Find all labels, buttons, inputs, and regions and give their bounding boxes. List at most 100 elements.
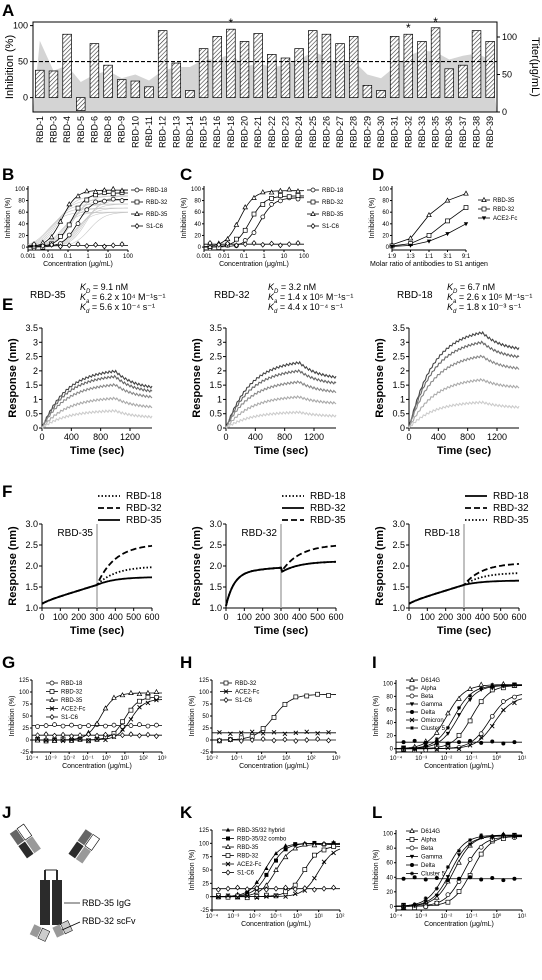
xtick-label-2: 10⁻²: [249, 914, 261, 920]
xtick-label-4: 10: [105, 254, 112, 260]
legend-label-RBD-18: RBD-18: [146, 188, 168, 194]
trace-1: [225, 368, 337, 428]
point-Delta-6: [468, 738, 473, 743]
xtick-RBD-25: RBD-25: [308, 116, 318, 148]
point-RBD-18-8: [103, 723, 108, 729]
legend-label-Alpha: Alpha: [421, 838, 437, 844]
xtick-label-100: 100: [237, 612, 252, 622]
point-Beta-7: [478, 731, 484, 737]
point-Delta-9: [501, 741, 506, 746]
legend-marker-RBD-35: [49, 696, 55, 702]
fab-arm-left-light-2: [16, 823, 33, 841]
panel-letter-d: D: [372, 165, 384, 184]
xtick-RBD-38: RBD-38: [472, 116, 482, 148]
xtick-RBD-24: RBD-24: [294, 116, 304, 148]
ytick-label-75: 75: [202, 855, 209, 861]
point-Beta-7: [478, 844, 484, 850]
point-RBD-35-8: [277, 187, 284, 193]
ytick-label-0.5: 0.5: [25, 409, 38, 419]
point-S1-C6-1: [43, 731, 49, 738]
kinetic-sub-2: d: [274, 309, 278, 315]
fab-arm-right-heavy-2: [77, 829, 93, 846]
trace-3: [225, 395, 337, 429]
series-Alpha: [395, 833, 523, 911]
bar-RBD-33: [417, 41, 427, 98]
x-axis-label: Time (sec): [437, 445, 492, 457]
ytick-label-40: 40: [386, 875, 393, 881]
x-axis-label: Molar ratio of antibodies to S1 antigen: [370, 261, 488, 268]
point-Gamma-5: [456, 853, 462, 858]
panel-E3: 0 400 800 1200 0 0.5 1 1.5 2 2.5 3 3.5 Time (sec) Res…: [374, 282, 532, 457]
x-axis-label: Concentration (μg/mL): [43, 261, 113, 268]
series-S1-C6: [212, 884, 340, 893]
panels-jkl: RBD-35 IgG RBD-32 scFv 10⁻⁴ 10⁻³ 10⁻² 10⁻¹ 10⁰…: [9, 823, 526, 942]
y-axis-label: Inhibition (%): [5, 198, 12, 239]
ytick-label-50: 50: [18, 57, 28, 67]
legend-label-ACE2-Fc: ACE2-Fc: [237, 862, 261, 868]
panel-letter-i: I: [372, 653, 377, 672]
ytick-label-1: 1.0: [392, 603, 405, 613]
xtick-label-2: 10⁻²: [440, 914, 452, 920]
xtick-label-2: 10⁻²: [440, 756, 452, 762]
point-Omicron-3: [434, 746, 440, 752]
legend-label-RBD-32: RBD-32: [126, 503, 162, 514]
bar-RBD-36: [444, 68, 454, 98]
xtick-label-5: 100: [123, 254, 134, 260]
bar-RBD-14: [185, 90, 195, 98]
point-RBD-18-12: [137, 722, 142, 727]
point-RBD-35-2: [426, 211, 432, 218]
point-S1-C6-4: [66, 242, 72, 249]
legend-marker-RBD-35/32 hybrid: [225, 827, 231, 832]
point-RBD-18-5: [75, 221, 81, 226]
kinetic-sub-2: d: [453, 309, 457, 315]
kinetic-value-0: = 6.7 nM: [457, 282, 495, 292]
series-D614G: [395, 831, 523, 910]
point-ACE2-Fc-0: [389, 244, 395, 249]
xtick-label-0: 10⁻²: [206, 756, 218, 762]
ytick-label-3.5: 3.5: [25, 323, 38, 333]
ytick-label-50: 50: [22, 714, 29, 720]
point-Alpha-5: [456, 732, 462, 738]
bar-RBD-30: [376, 90, 386, 98]
kinetic-value-1: = 1.4 x 10⁵ M⁻¹s⁻¹: [277, 292, 353, 302]
ytick-label-3: 3: [217, 337, 222, 347]
point-Cluster 5-10: [512, 682, 517, 687]
legend-marker-S1-C6: [225, 869, 231, 876]
scfv-left-vl: [37, 927, 51, 942]
xtick-label-0: 10⁻⁴: [390, 913, 403, 920]
kinetic-line-1: Ka = 1.4 x 10⁵ M⁻¹s⁻¹: [268, 292, 353, 305]
legend-label-S1-C6: S1-C6: [146, 224, 164, 230]
point-ACE2-Fc-6: [273, 893, 279, 898]
point-RBD-35-8: [292, 845, 298, 851]
legend-label-D614G: D614G: [421, 829, 440, 835]
point-Delta-8: [490, 876, 495, 880]
xtick-label-1: 0.01: [42, 254, 54, 260]
kinetic-value-2: = 5.6 x 10⁻⁴ s⁻¹: [89, 302, 155, 312]
point-RBD-18-6: [86, 723, 91, 728]
ytick-label-2.5: 2.5: [25, 540, 38, 550]
ytick-label-2: 2.0: [392, 561, 405, 571]
point-RBD-35-14: [153, 688, 160, 694]
point-Gamma-4: [445, 731, 451, 736]
ytick-label-0: 0: [198, 245, 202, 251]
xtick-label-5: 10¹: [518, 756, 527, 762]
legend-label-RBD-18: RBD-18: [61, 681, 83, 687]
point-S1-C6-10: [295, 240, 301, 246]
kinetic-line-0: KD = 3.2 nM: [268, 282, 316, 295]
point-Alpha-7: [478, 851, 484, 857]
point-S1-C6-1: [40, 242, 46, 249]
point-RBD-35/32 combo-6: [274, 858, 278, 863]
bar-RBD-13: [171, 62, 182, 98]
legend-label-Alpha: Alpha: [421, 686, 437, 692]
point-S1-C6-2: [49, 241, 55, 248]
xtick-label-5: 10¹: [121, 756, 130, 762]
legend-label-ACE2-Fc: ACE2-Fc: [235, 690, 259, 696]
x-axis-label: Concentration (μg/mL): [241, 921, 311, 928]
point-ACE2-Fc-8: [103, 737, 108, 743]
kinetic-sub-0: D: [453, 289, 458, 295]
point-RBD-18-9: [110, 196, 116, 202]
kinetic-sub-0: D: [86, 289, 91, 295]
bar-RBD-31: [389, 36, 400, 98]
y2-axis-label: Titer(μg/mL): [529, 37, 541, 97]
